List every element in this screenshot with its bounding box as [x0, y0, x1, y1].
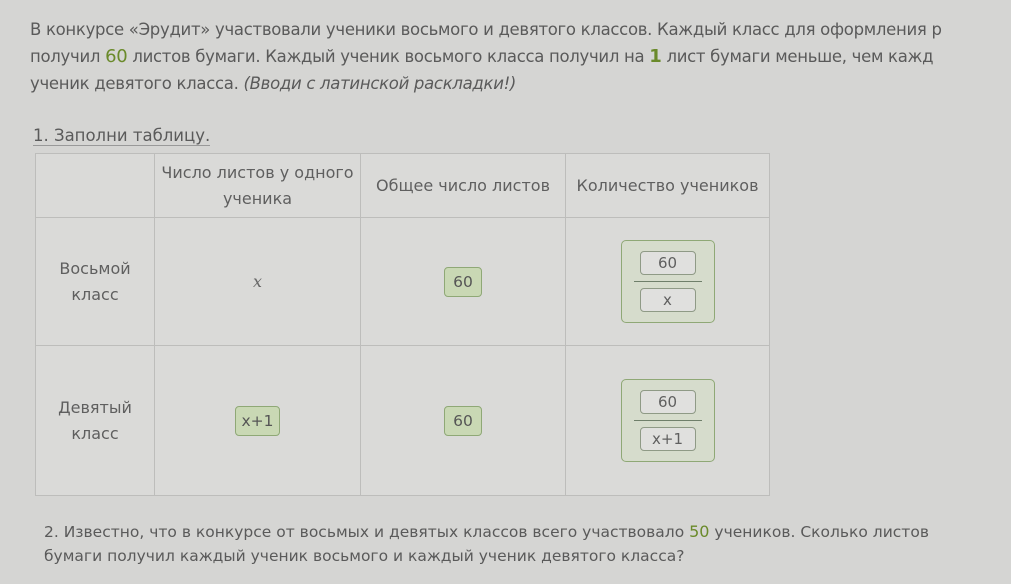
task-2-text: 2. Известно, что в конкурсе от восьмых и… [44, 520, 929, 568]
header-per-student: Число листов у одного ученика [154, 153, 361, 218]
problem-line-3: ученик девятого класса. (Вводи с латинск… [30, 74, 516, 93]
total-cell: 60 [360, 217, 566, 346]
total-cell: 60 [360, 345, 566, 496]
row-label: Девятый класс [35, 345, 155, 496]
text: бумаги получил каждый ученик восьмого и … [44, 547, 685, 565]
numerator-input[interactable]: 60 [639, 389, 696, 414]
problem-line-1: В конкурсе «Эрудит» участвовали ученики … [30, 20, 942, 39]
hint: (Вводи с латинской раскладки!) [243, 74, 517, 93]
header-count: Количество учеников [565, 153, 770, 218]
header-empty [35, 153, 155, 218]
number: 1 [649, 46, 662, 67]
denominator-input[interactable]: x [639, 288, 696, 313]
text: получил [30, 47, 106, 66]
number: 50 [689, 522, 710, 541]
problem-line-2: получил 60 листов бумаги. Каждый ученик … [30, 46, 934, 67]
per-student-cell: x+1 [154, 345, 361, 496]
text: лист бумаги меньше, чем кажд [661, 47, 934, 66]
total-input[interactable]: 60 [444, 405, 482, 436]
answer-table: Число листов у одного ученика Общее числ… [35, 153, 770, 496]
count-cell: 60 x [565, 217, 770, 346]
total-input[interactable]: 60 [444, 266, 482, 297]
header-total: Общее число листов [360, 153, 566, 218]
fraction: 60 x+1 [620, 378, 715, 463]
text: 2. Известно, что в конкурсе от восьмых и… [44, 523, 690, 541]
per-student-input[interactable]: x+1 [235, 405, 280, 436]
fraction-bar [633, 419, 702, 422]
row-label: Восьмой класс [35, 217, 155, 346]
numerator-input[interactable]: 60 [639, 250, 696, 275]
fraction: 60 x [620, 239, 715, 324]
number: 60 [105, 46, 128, 67]
task-1-title: 1. Заполни таблицу. [33, 126, 211, 146]
text: В конкурсе «Эрудит» участвовали ученики … [30, 20, 942, 39]
text: учеников. Сколько листов [709, 523, 929, 541]
text: листов бумаги. Каждый ученик восьмого кл… [127, 47, 650, 66]
denominator-input[interactable]: x+1 [639, 427, 696, 452]
variable-x: x [252, 272, 263, 291]
count-cell: 60 x+1 [565, 345, 770, 496]
text: ученик девятого класса. [30, 74, 244, 93]
fraction-bar [633, 280, 702, 283]
per-student-cell: x [154, 217, 361, 346]
